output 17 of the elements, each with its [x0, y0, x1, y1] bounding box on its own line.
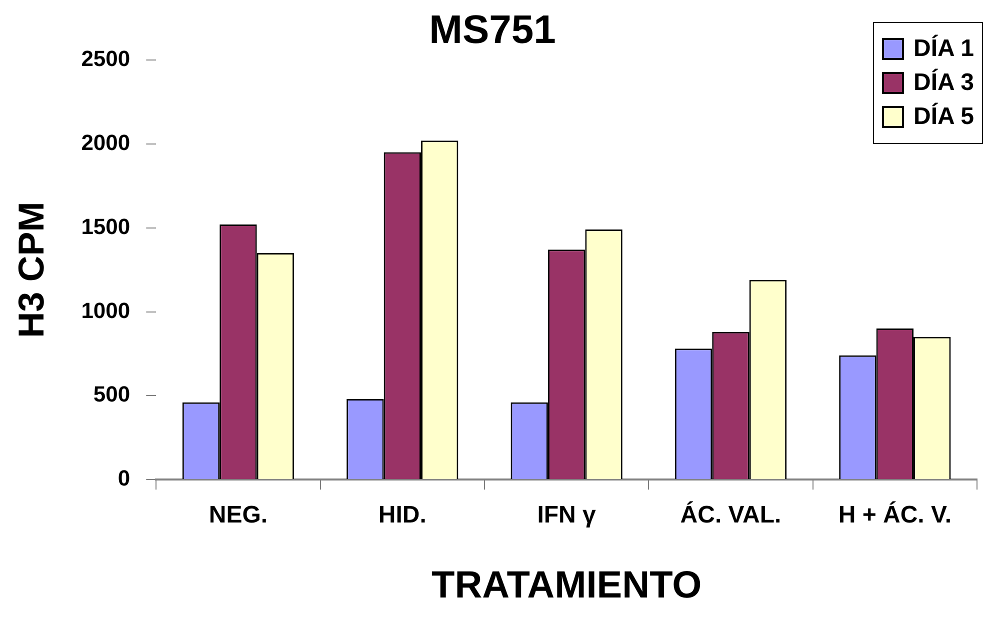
legend-label: DÍA 5	[914, 103, 974, 131]
legend-label: DÍA 3	[914, 69, 974, 97]
legend-label: DÍA 1	[914, 35, 974, 63]
x-tick-label: ÁC. VAL.	[680, 500, 782, 529]
y-tick-label: 1500	[81, 214, 130, 239]
x-tick-label: NEG.	[208, 502, 268, 529]
y-tick-label: 2000	[81, 130, 130, 155]
y-tick-label: 500	[93, 382, 130, 407]
x-tick-label: HID.	[378, 502, 426, 529]
x-tick-label: H + ÁC. V.	[838, 500, 952, 529]
y-axis-title: H3 CPM	[10, 202, 52, 338]
chart-title: MS751	[429, 8, 556, 52]
y-tick-label: 0	[118, 466, 130, 491]
y-tick-label: 2500	[81, 46, 130, 72]
x-axis-title: TRATAMIENTO	[431, 564, 702, 607]
y-tick-label: 1000	[81, 298, 130, 323]
x-tick-label: IFN γ	[537, 502, 597, 529]
